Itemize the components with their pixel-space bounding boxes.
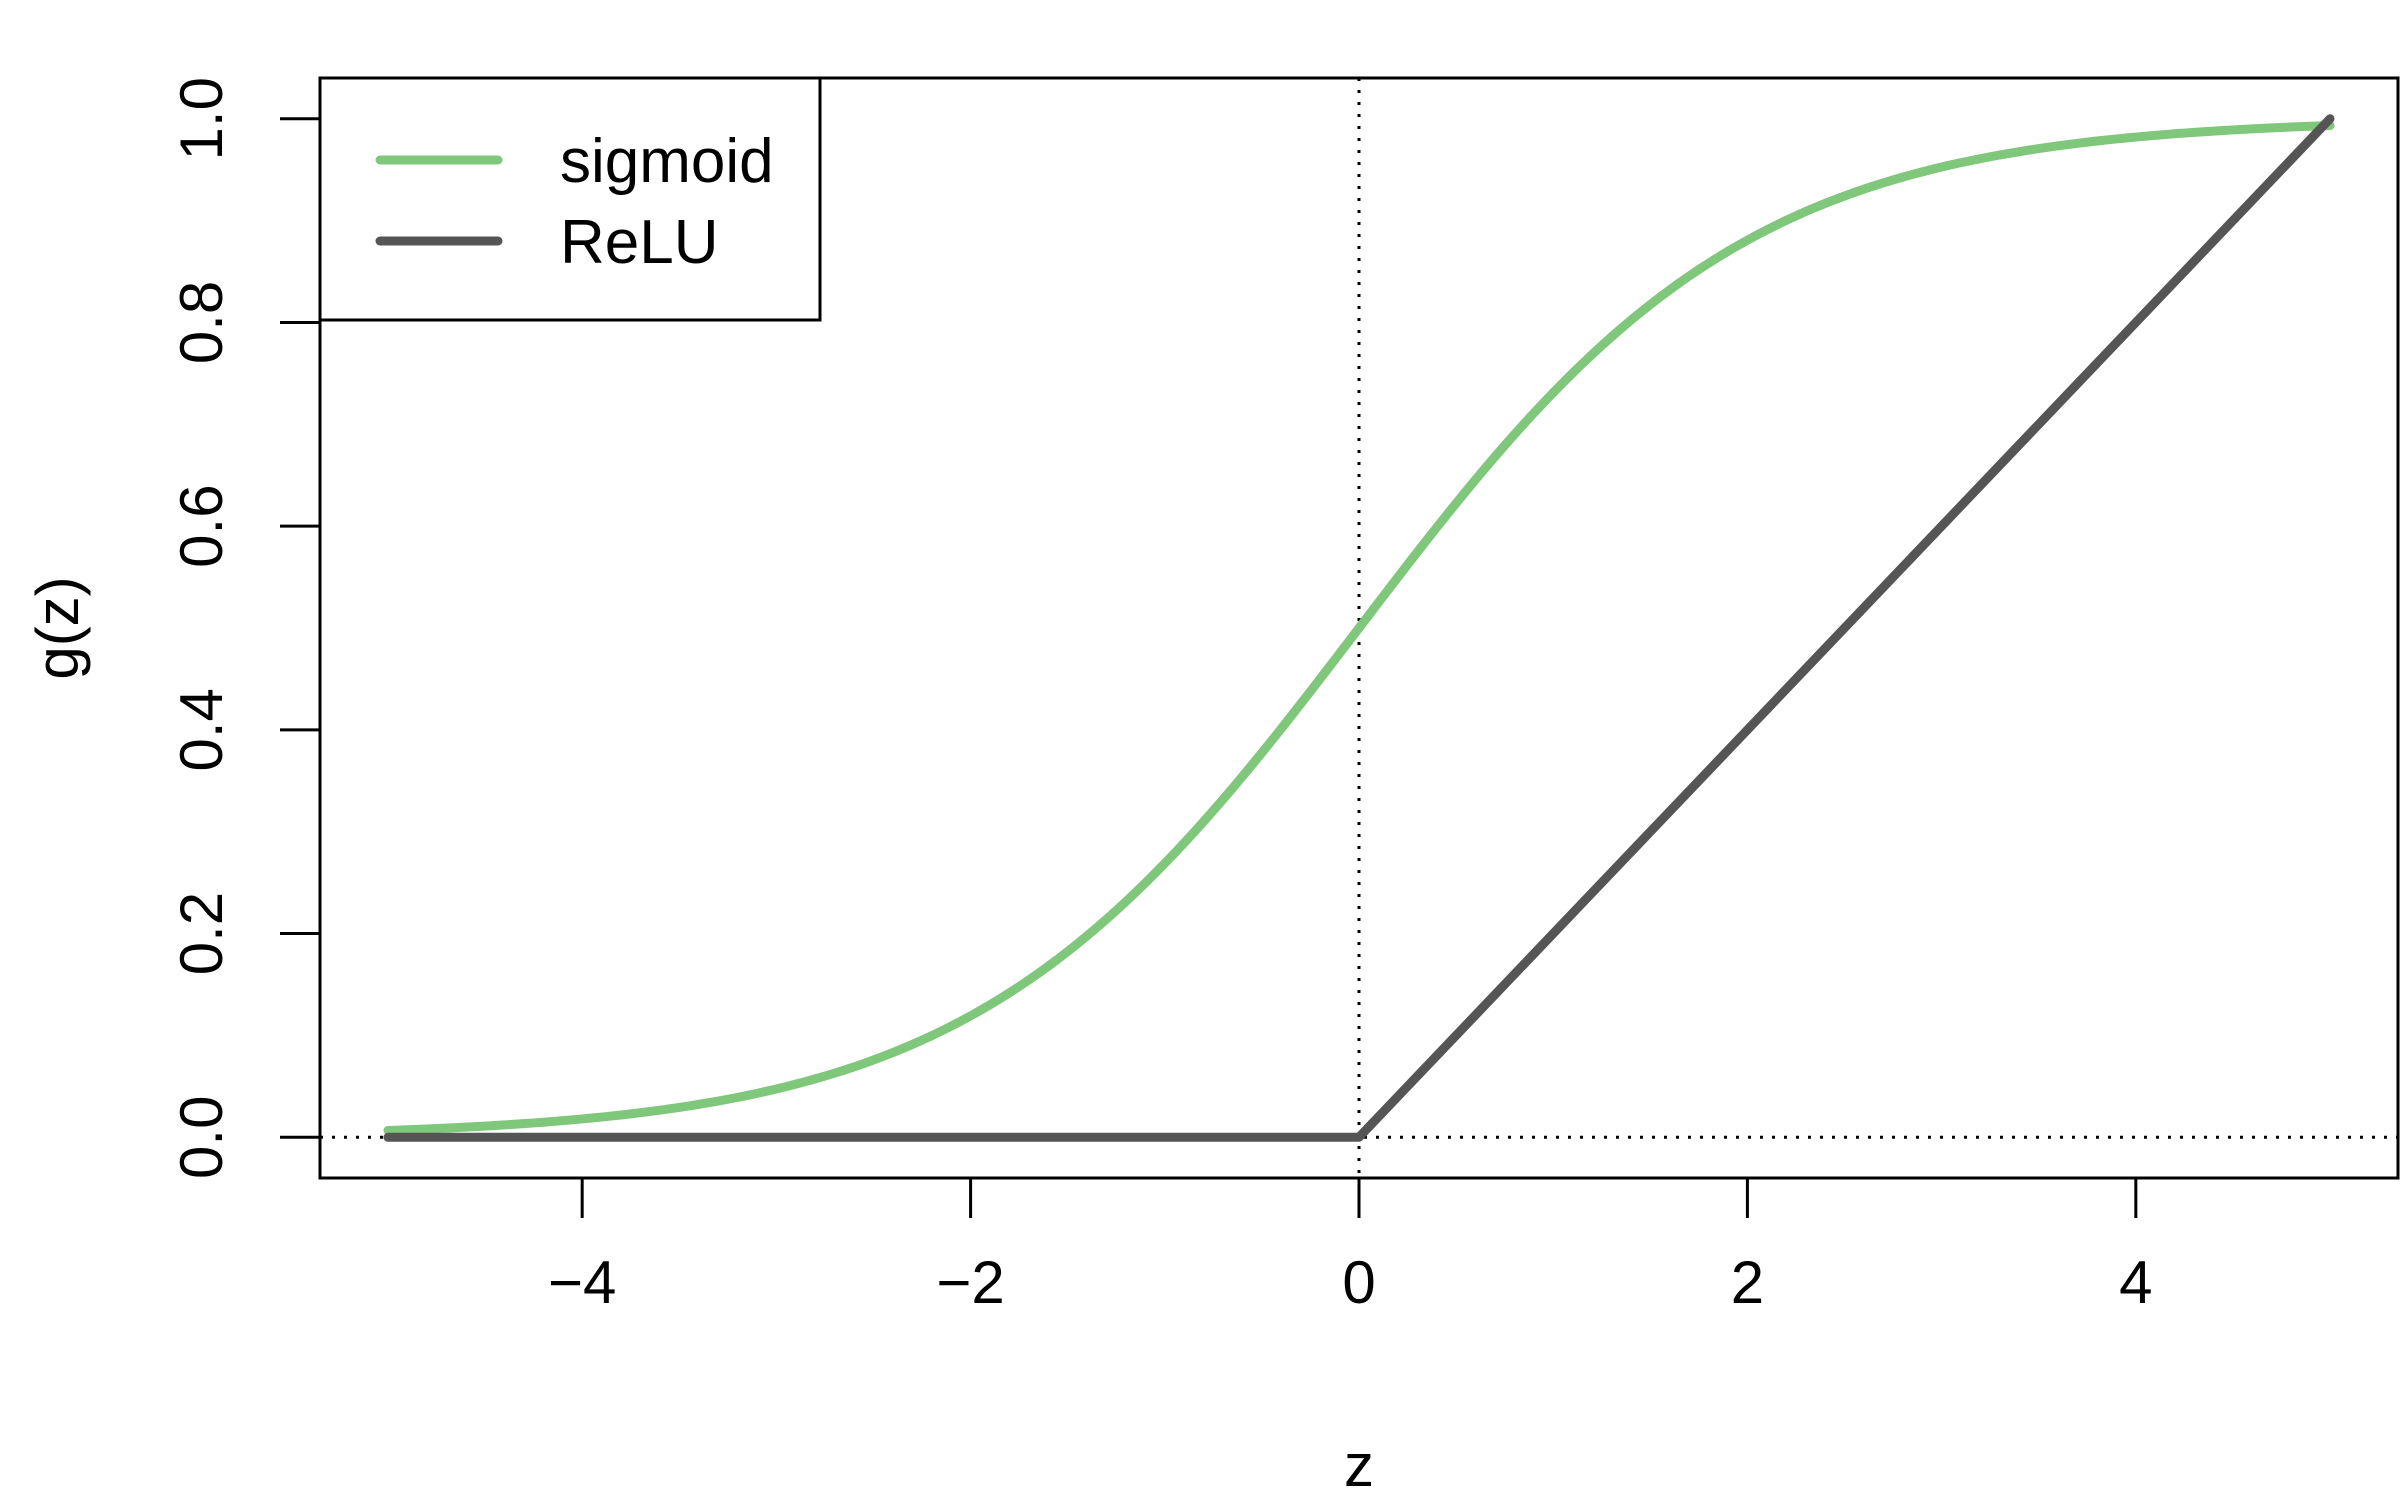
y-tick-label: 1.0	[168, 77, 235, 160]
y-axis-title: g(z)	[24, 576, 91, 679]
y-tick-label: 0.4	[168, 688, 235, 771]
x-tick-label: 0	[1342, 1249, 1375, 1316]
x-tick-label: 2	[1731, 1249, 1764, 1316]
series-line-relu	[383, 114, 2335, 1142]
x-axis: −4 −2 0 2 4	[548, 1178, 2153, 1316]
y-tick-label: 0.6	[168, 484, 235, 567]
legend-label-relu: ReLU	[560, 208, 719, 277]
y-axis: 0.0 0.2 0.4 0.6 0.8 1.0	[168, 77, 320, 1179]
series-line-sigmoid	[383, 121, 2335, 1135]
x-tick-label: −2	[936, 1249, 1004, 1316]
legend: sigmoid ReLU	[318, 76, 822, 322]
x-tick-label: −4	[548, 1249, 616, 1316]
y-tick-label: 0.0	[168, 1096, 235, 1179]
legend-label-sigmoid: sigmoid	[560, 127, 774, 196]
y-tick-label: 0.2	[168, 892, 235, 975]
x-axis-title: z	[1344, 1432, 1374, 1499]
x-tick-label: 4	[2119, 1249, 2152, 1316]
y-tick-label: 0.8	[168, 281, 235, 364]
legend-box	[318, 76, 822, 322]
series-layer	[383, 114, 2335, 1142]
